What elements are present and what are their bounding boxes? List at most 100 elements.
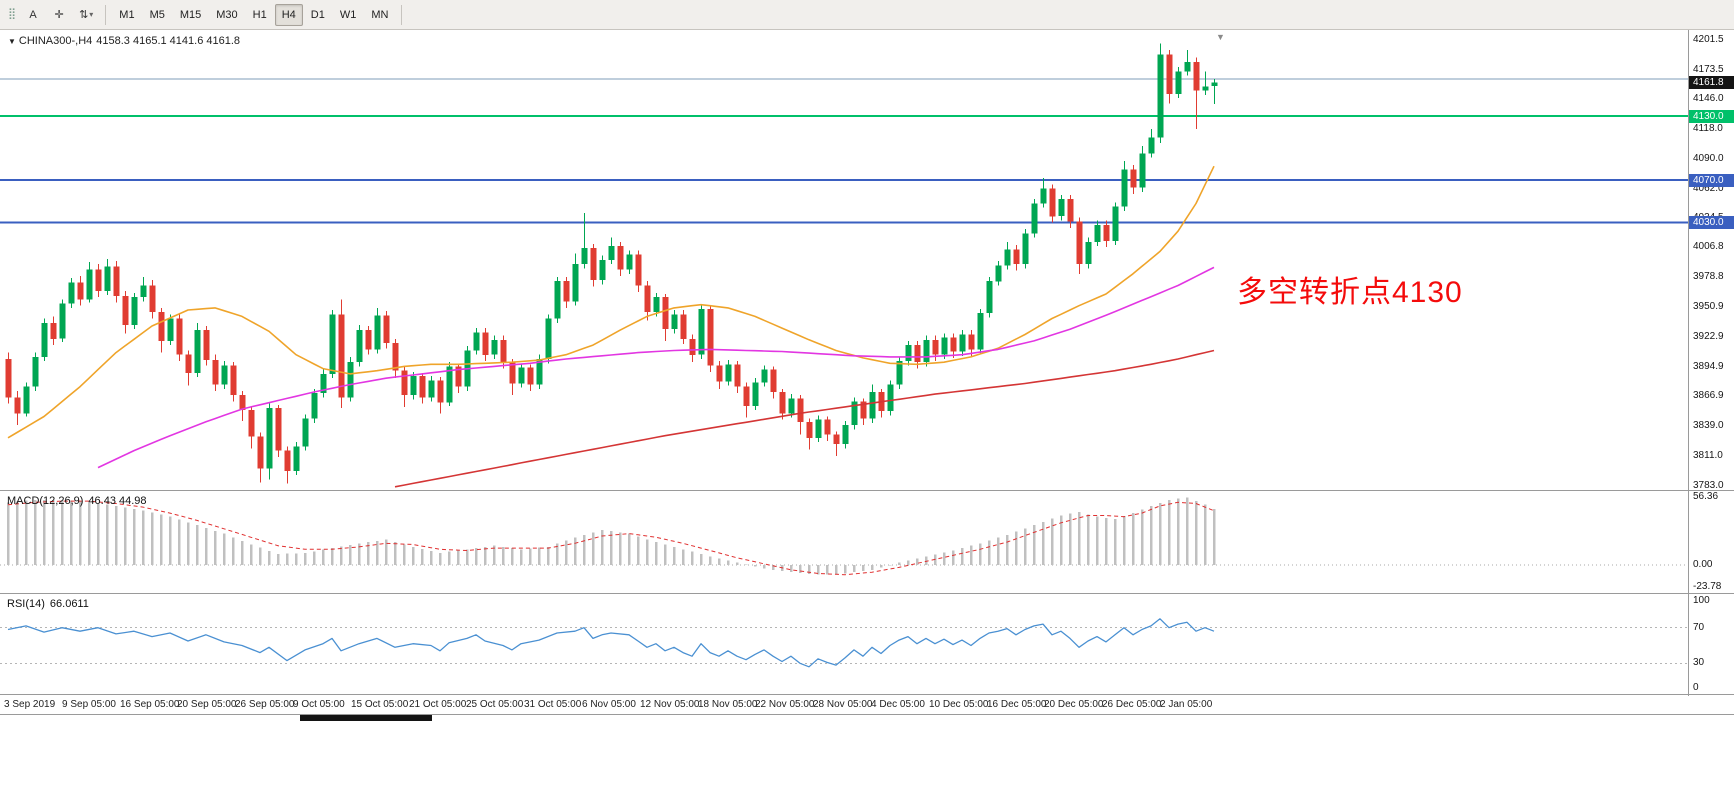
timeframe-d1-button[interactable]: D1 — [304, 4, 332, 26]
macd-bar — [403, 544, 406, 565]
macd-pane[interactable]: MACD(12,26,9) 46.43 44.98 — [0, 492, 1688, 593]
macd-bar — [547, 546, 550, 565]
macd-bar — [1168, 499, 1171, 565]
macd-bar — [430, 550, 433, 565]
chart-shift-marker[interactable]: ▼ — [1216, 32, 1225, 42]
candle-up — [104, 266, 111, 291]
candle-down — [230, 365, 237, 396]
macd-bar — [1105, 517, 1108, 565]
timeframe-mn-button[interactable]: MN — [364, 4, 395, 26]
candle-down — [1049, 188, 1056, 217]
timeframe-h4-button[interactable]: H4 — [274, 3, 303, 26]
macd-bar — [79, 501, 82, 566]
macd-bar — [1015, 531, 1018, 565]
timeframe-h1-button[interactable]: H1 — [246, 4, 274, 26]
pane-separator[interactable] — [0, 490, 1734, 491]
macd-bar — [898, 562, 901, 565]
time-axis[interactable]: 3 Sep 2019 9 Sep 05:00 16 Sep 05:00 20 Sep … — [0, 696, 1734, 714]
price-scale[interactable]: 4201.54173.54146.04118.04090.04062.04034… — [1688, 30, 1734, 696]
candle-up — [320, 373, 327, 394]
price-tick-label: 4090.0 — [1693, 153, 1724, 164]
candle-down — [5, 359, 12, 398]
time-axis-label: 18 Nov 05:00 — [698, 699, 758, 710]
candle-down — [770, 369, 777, 392]
macd-bar — [889, 565, 892, 566]
candle-up — [473, 332, 480, 351]
candle-down — [158, 312, 165, 341]
timeframe-m1-button[interactable]: M1 — [112, 4, 141, 26]
macd-chart-svg[interactable] — [0, 492, 1688, 593]
arrows-tool-button[interactable]: ⇅ ▾ — [73, 4, 99, 26]
macd-bar — [1114, 519, 1117, 566]
macd-bar — [133, 509, 136, 565]
candle-up — [23, 386, 30, 414]
candle-down — [932, 339, 939, 355]
candle-up — [491, 339, 498, 355]
macd-bar — [637, 536, 640, 565]
candle-down — [590, 248, 597, 281]
annotation-text: 多空转折点4130 — [1237, 276, 1463, 309]
candle-down — [680, 314, 687, 339]
macd-bar — [1177, 498, 1180, 565]
pane-separator[interactable] — [0, 593, 1734, 594]
timeframe-m15-button[interactable]: M15 — [173, 4, 208, 26]
candle-up — [1211, 82, 1218, 86]
rsi-chart-svg[interactable] — [0, 595, 1688, 694]
candle-down — [401, 370, 408, 396]
symbol-period-label: CHINA300-,H4 — [18, 35, 93, 47]
macd-bar — [961, 548, 964, 565]
candle-up — [626, 254, 633, 270]
candle-up — [59, 303, 66, 339]
macd-bar — [610, 531, 613, 565]
collapse-triangle-icon[interactable]: ▼ — [8, 37, 16, 46]
candlestick-chart-svg[interactable] — [0, 32, 1688, 490]
candle-down — [689, 338, 696, 355]
macd-bar — [178, 519, 181, 566]
timeframe-m30-button[interactable]: M30 — [209, 4, 244, 26]
macd-bar — [439, 552, 442, 565]
macd-bar — [43, 499, 46, 565]
macd-bar — [1195, 501, 1198, 566]
chart-bottom-border — [0, 714, 1734, 715]
macd-bar — [529, 548, 532, 565]
toolbar-grip[interactable]: ⣿ — [8, 8, 17, 20]
macd-bar — [682, 549, 685, 565]
drawing-tools-group: A ✛ ⇅ ▾ — [21, 4, 99, 26]
candle-down — [1130, 169, 1137, 188]
candle-up — [446, 366, 453, 403]
macd-bar — [835, 565, 838, 574]
rsi-line — [7, 618, 1215, 668]
timeframe-m5-button[interactable]: M5 — [143, 4, 172, 26]
macd-bar — [475, 548, 478, 565]
candle-down — [212, 360, 219, 385]
macd-bar — [115, 505, 118, 565]
candle-up — [131, 297, 138, 325]
price-tick-label: 3811.0 — [1693, 450, 1723, 461]
rsi-label: RSI(14) 66.0611 — [7, 598, 94, 610]
time-axis-label: 9 Sep 05:00 — [62, 699, 116, 710]
macd-bar — [592, 532, 595, 565]
timeframe-w1-button[interactable]: W1 — [333, 4, 364, 26]
candle-down — [743, 386, 750, 406]
macd-bar — [1078, 511, 1081, 565]
macd-bar — [1141, 509, 1144, 565]
toolbar-separator — [401, 4, 403, 25]
candle-up — [374, 315, 381, 350]
main-chart-pane[interactable]: ▼ CHINA300-,H4 4158.3 4165.1 4141.6 4161.8… — [0, 32, 1688, 490]
macd-bar — [1213, 509, 1216, 565]
pane-separator[interactable] — [0, 694, 1734, 695]
candle-down — [716, 365, 723, 382]
macd-bar — [754, 565, 757, 567]
macd-bar — [232, 537, 235, 566]
macd-bar — [412, 546, 415, 565]
crosshair-tool-button[interactable]: ✛ — [47, 4, 71, 26]
candle-up — [1157, 54, 1164, 138]
candle-up — [140, 285, 147, 298]
text-tool-button[interactable]: A — [21, 4, 45, 26]
price-tick-label: 3866.9 — [1693, 390, 1724, 401]
macd-bar — [1204, 504, 1207, 565]
rsi-pane[interactable]: RSI(14) 66.0611 — [0, 595, 1688, 694]
macd-bar — [295, 553, 298, 565]
candle-down — [707, 308, 714, 366]
macd-bar — [538, 547, 541, 565]
